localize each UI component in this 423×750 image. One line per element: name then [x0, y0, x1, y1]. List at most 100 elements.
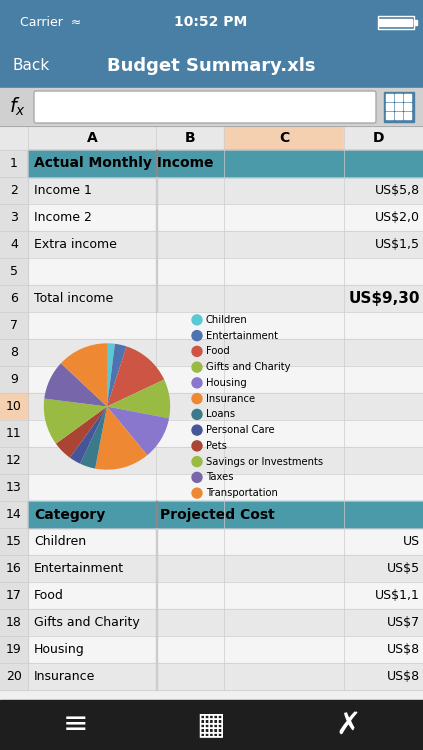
Text: 6: 6 — [10, 292, 18, 305]
Text: 16: 16 — [6, 562, 22, 575]
Text: Entertainment: Entertainment — [206, 331, 278, 340]
Bar — [0, 177, 423, 204]
Text: 11: 11 — [6, 427, 22, 440]
Text: US$8: US$8 — [387, 670, 420, 683]
Bar — [395, 112, 402, 119]
Text: US$7: US$7 — [387, 616, 420, 629]
Bar — [0, 582, 28, 609]
Bar — [0, 447, 28, 474]
Bar — [0, 393, 28, 420]
Text: Children: Children — [206, 315, 248, 325]
Text: C: C — [279, 131, 289, 145]
Bar — [0, 447, 28, 474]
Bar — [379, 19, 412, 26]
Circle shape — [192, 410, 202, 419]
Bar — [404, 94, 411, 101]
Bar — [395, 103, 402, 110]
Text: US$1,5: US$1,5 — [375, 238, 420, 251]
Circle shape — [192, 472, 202, 482]
Bar — [0, 258, 423, 285]
Circle shape — [192, 362, 202, 372]
Text: 17: 17 — [6, 589, 22, 602]
Bar — [0, 231, 28, 258]
Bar — [156, 555, 157, 582]
Bar — [0, 204, 28, 231]
Bar — [28, 126, 156, 150]
Wedge shape — [107, 406, 169, 455]
FancyBboxPatch shape — [34, 91, 376, 123]
Bar — [0, 44, 423, 88]
Text: Total income: Total income — [34, 292, 113, 305]
Bar — [156, 204, 157, 231]
Bar — [156, 258, 157, 285]
Bar — [0, 312, 28, 339]
Bar — [0, 366, 28, 393]
Bar — [0, 231, 423, 258]
Circle shape — [192, 378, 202, 388]
Text: Income 1: Income 1 — [34, 184, 92, 197]
Text: US$2,0: US$2,0 — [375, 211, 420, 224]
Bar — [0, 393, 28, 420]
Bar — [0, 150, 28, 177]
Wedge shape — [107, 380, 170, 419]
Wedge shape — [95, 406, 147, 470]
Bar — [0, 700, 423, 750]
Wedge shape — [44, 398, 107, 444]
Bar — [0, 663, 28, 690]
Wedge shape — [107, 344, 115, 406]
Bar — [0, 339, 423, 366]
Bar — [0, 285, 423, 312]
Bar — [156, 582, 157, 609]
Text: 14: 14 — [6, 508, 22, 521]
Wedge shape — [70, 406, 107, 463]
Bar — [0, 528, 423, 555]
Text: US$1,1: US$1,1 — [375, 589, 420, 602]
Text: Food: Food — [34, 589, 64, 602]
Text: Projected Cost: Projected Cost — [160, 508, 275, 521]
Text: 2: 2 — [10, 184, 18, 197]
Circle shape — [192, 441, 202, 451]
Bar — [386, 94, 393, 101]
Bar — [0, 636, 423, 663]
Text: US$8: US$8 — [387, 643, 420, 656]
Text: Actual Monthly Income: Actual Monthly Income — [34, 157, 214, 170]
Text: 15: 15 — [6, 535, 22, 548]
Text: D: D — [373, 131, 385, 145]
Wedge shape — [107, 344, 126, 406]
Text: Taxes: Taxes — [206, 472, 233, 482]
Text: ≡: ≡ — [62, 710, 88, 740]
Bar — [28, 501, 423, 528]
Bar — [224, 126, 344, 150]
Bar — [344, 126, 414, 150]
Bar — [0, 528, 28, 555]
Text: 3: 3 — [10, 211, 18, 224]
Bar — [156, 609, 157, 636]
Bar — [0, 501, 28, 528]
Bar — [0, 366, 423, 393]
Bar — [156, 177, 157, 204]
Bar — [156, 150, 157, 177]
Bar — [0, 609, 28, 636]
Bar — [386, 112, 393, 119]
Bar — [395, 94, 402, 101]
Bar — [0, 582, 423, 609]
Bar — [0, 366, 28, 393]
Bar — [0, 393, 423, 420]
Bar — [0, 420, 28, 447]
Text: Housing: Housing — [206, 378, 247, 388]
Bar — [156, 285, 157, 312]
Text: Savings or Investments: Savings or Investments — [206, 457, 323, 466]
Bar — [0, 663, 423, 690]
Text: 18: 18 — [6, 616, 22, 629]
Bar — [0, 474, 423, 501]
Text: Pets: Pets — [206, 441, 227, 451]
Bar — [0, 582, 28, 609]
Text: Insurance: Insurance — [34, 670, 95, 683]
Circle shape — [192, 425, 202, 435]
Bar — [0, 663, 28, 690]
Text: Gifts and Charity: Gifts and Charity — [34, 616, 140, 629]
Bar — [0, 420, 423, 447]
Bar — [0, 204, 28, 231]
Bar — [0, 231, 28, 258]
Bar — [0, 150, 423, 177]
